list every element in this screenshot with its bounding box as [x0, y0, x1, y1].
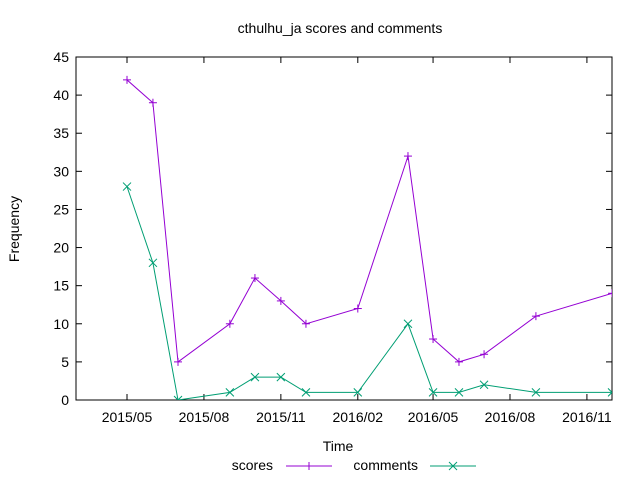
- data-point-comments: [403, 319, 413, 329]
- legend-label: comments: [353, 457, 418, 473]
- data-point-scores: [454, 357, 463, 366]
- x-tick-label: 2016/11: [562, 409, 612, 425]
- data-point-comments: [428, 388, 438, 397]
- x-axis: 2015/05 2015/08 2015/11 2016/02 2016/05 2016/…: [102, 57, 612, 425]
- series-comments: [122, 182, 612, 400]
- y-tick-label: 20: [53, 240, 69, 256]
- data-point-scores: [480, 350, 489, 359]
- chart-title: cthulhu_ja scores and comments: [238, 20, 443, 36]
- data-point-scores: [301, 319, 310, 328]
- y-tick-label: 0: [61, 392, 69, 408]
- data-point-scores: [174, 357, 183, 366]
- data-point-comments: [225, 388, 235, 397]
- data-point-scores: [353, 304, 362, 313]
- y-tick-label: 15: [53, 278, 69, 294]
- data-point-scores: [403, 152, 412, 161]
- data-point-scores: [250, 274, 259, 283]
- x-tick-label: 2015/11: [256, 409, 306, 425]
- y-axis: 0 5 10 15 20 25 30 35 40 45: [53, 49, 612, 408]
- y-tick-label: 40: [53, 87, 69, 103]
- series-layer: [122, 75, 612, 400]
- data-point-comments: [276, 372, 286, 382]
- data-point-scores: [148, 98, 157, 107]
- legend-item-comments: comments: [353, 457, 476, 473]
- data-point-comments: [173, 395, 183, 400]
- y-tick-label: 45: [53, 49, 69, 65]
- series-scores: [123, 75, 612, 366]
- series-line-scores: [126, 79, 612, 363]
- legend-label: scores: [232, 457, 273, 473]
- y-tick-label: 5: [61, 354, 69, 370]
- data-point-scores: [531, 312, 540, 321]
- data-point-comments: [353, 388, 363, 397]
- y-axis-label: Frequency: [6, 196, 22, 262]
- data-point-comments: [454, 388, 464, 397]
- data-point-comments: [607, 388, 612, 397]
- y-tick-label: 25: [53, 201, 69, 217]
- y-tick-label: 35: [53, 125, 69, 141]
- data-point-scores: [608, 289, 612, 298]
- y-tick-label: 30: [53, 163, 69, 179]
- legend-marker: [305, 462, 313, 470]
- data-point-scores: [225, 319, 234, 328]
- x-tick-label: 2016/02: [332, 409, 383, 425]
- plot-frame: [75, 56, 613, 401]
- legend-item-scores: scores: [232, 457, 332, 473]
- x-tick-label: 2015/08: [179, 409, 230, 425]
- data-point-scores: [123, 75, 132, 84]
- data-point-scores: [429, 335, 438, 344]
- y-tick-label: 10: [53, 316, 69, 332]
- data-point-scores: [276, 296, 285, 305]
- data-point-comments: [531, 388, 541, 397]
- series-line-comments: [126, 186, 612, 400]
- x-tick-label: 2016/08: [485, 409, 536, 425]
- data-point-comments: [301, 388, 311, 397]
- x-tick-label: 2016/05: [408, 409, 459, 425]
- data-point-comments: [479, 380, 489, 390]
- data-point-comments: [250, 372, 260, 382]
- x-tick-label: 2015/05: [102, 409, 153, 425]
- legend-marker: [448, 461, 458, 471]
- legend: scores comments: [232, 457, 476, 473]
- data-point-comments: [122, 182, 132, 191]
- x-axis-label: Time: [323, 438, 354, 454]
- data-point-comments: [148, 258, 158, 268]
